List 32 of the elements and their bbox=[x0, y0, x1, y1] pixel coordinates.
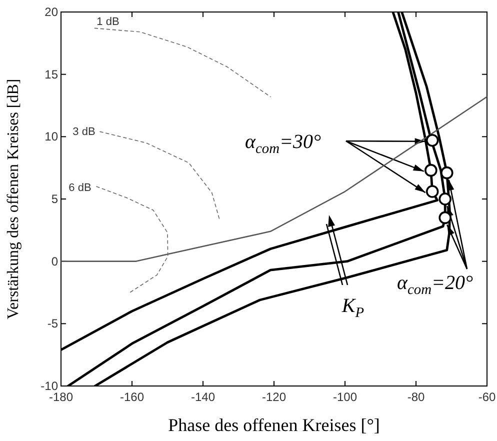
y-tick-label: 20 bbox=[44, 5, 58, 19]
point bbox=[438, 192, 452, 206]
line-series bbox=[94, 28, 271, 98]
annotation: 3 dB bbox=[72, 126, 96, 138]
y-tick-label: 0 bbox=[51, 254, 58, 268]
point bbox=[424, 164, 438, 177]
y-tick-label: 15 bbox=[44, 67, 58, 82]
x-tick-label: -80 bbox=[407, 390, 425, 404]
line-series bbox=[96, 186, 168, 293]
line-series bbox=[61, 96, 487, 262]
y-tick-label: 10 bbox=[44, 130, 58, 144]
line-series bbox=[100, 131, 220, 221]
x-tick-label: -120 bbox=[262, 390, 286, 404]
annotation: α$_{com}$=20° bbox=[397, 272, 473, 298]
point bbox=[426, 185, 439, 198]
point bbox=[426, 134, 439, 147]
y-tick-label: -5 bbox=[47, 316, 58, 331]
x-tick-label: -160 bbox=[120, 390, 144, 404]
x-tick-label: -100 bbox=[332, 390, 358, 404]
point bbox=[440, 166, 454, 180]
annotation: 1 dB bbox=[96, 16, 120, 28]
annotation: K$_{P}$ bbox=[340, 295, 364, 321]
y-tick-label: 5 bbox=[51, 192, 58, 206]
point bbox=[438, 211, 452, 224]
x-tick-label: -140 bbox=[190, 390, 216, 404]
y-axis-title: Verstärkung des offenen Kreises [dB] bbox=[5, 78, 22, 320]
annotation: α$_{com}$=30° bbox=[245, 131, 321, 157]
y-tick-label: -10 bbox=[40, 379, 58, 393]
annotation: 6 dB bbox=[68, 182, 92, 194]
x-tick-label: -180 bbox=[48, 390, 74, 404]
x-tick-label: -60 bbox=[478, 390, 496, 404]
x-axis-title: Phase des offenen Kreises [°] bbox=[168, 415, 380, 435]
